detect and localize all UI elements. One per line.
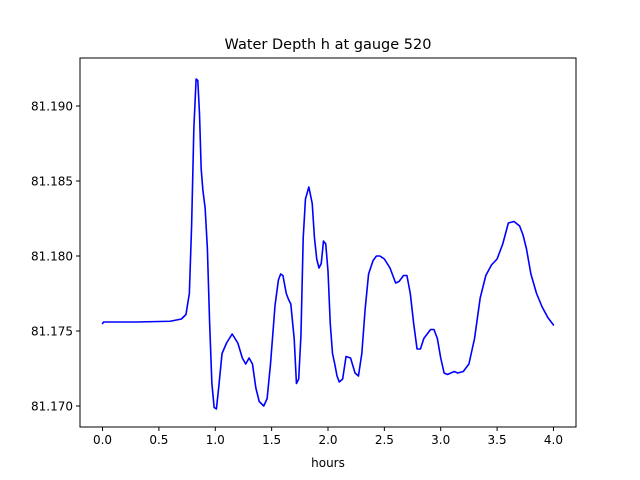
x-axis: 0.0 0.5 1.0 1.5 2.0 2.5 3.0 3.5 4.0	[93, 427, 563, 447]
x-tick-label: 3.5	[488, 433, 507, 447]
plot-area-frame	[79, 57, 577, 428]
x-axis-label: hours	[311, 456, 345, 470]
y-tick-label: 81.190	[31, 100, 73, 114]
y-tick-label: 81.170	[31, 400, 73, 414]
x-tick-label: 1.5	[262, 433, 281, 447]
y-tick-label: 81.180	[31, 250, 73, 264]
y-tick-label: 81.175	[31, 325, 73, 339]
x-tick-label: 0.0	[93, 433, 112, 447]
y-tick-label: 81.185	[31, 175, 73, 189]
plot-data-layer	[101, 78, 555, 410]
series-line-0	[101, 78, 555, 410]
y-axis: 81.170 81.175 81.180 81.185 81.190	[31, 100, 80, 414]
x-tick-label: 2.0	[318, 433, 337, 447]
x-tick-label: 2.5	[375, 433, 394, 447]
x-tick-label: 1.0	[206, 433, 225, 447]
chart-title: Water Depth h at gauge 520	[225, 37, 432, 53]
x-tick-label: 4.0	[544, 433, 563, 447]
x-tick-label: 0.5	[149, 433, 168, 447]
x-tick-label: 3.0	[431, 433, 450, 447]
